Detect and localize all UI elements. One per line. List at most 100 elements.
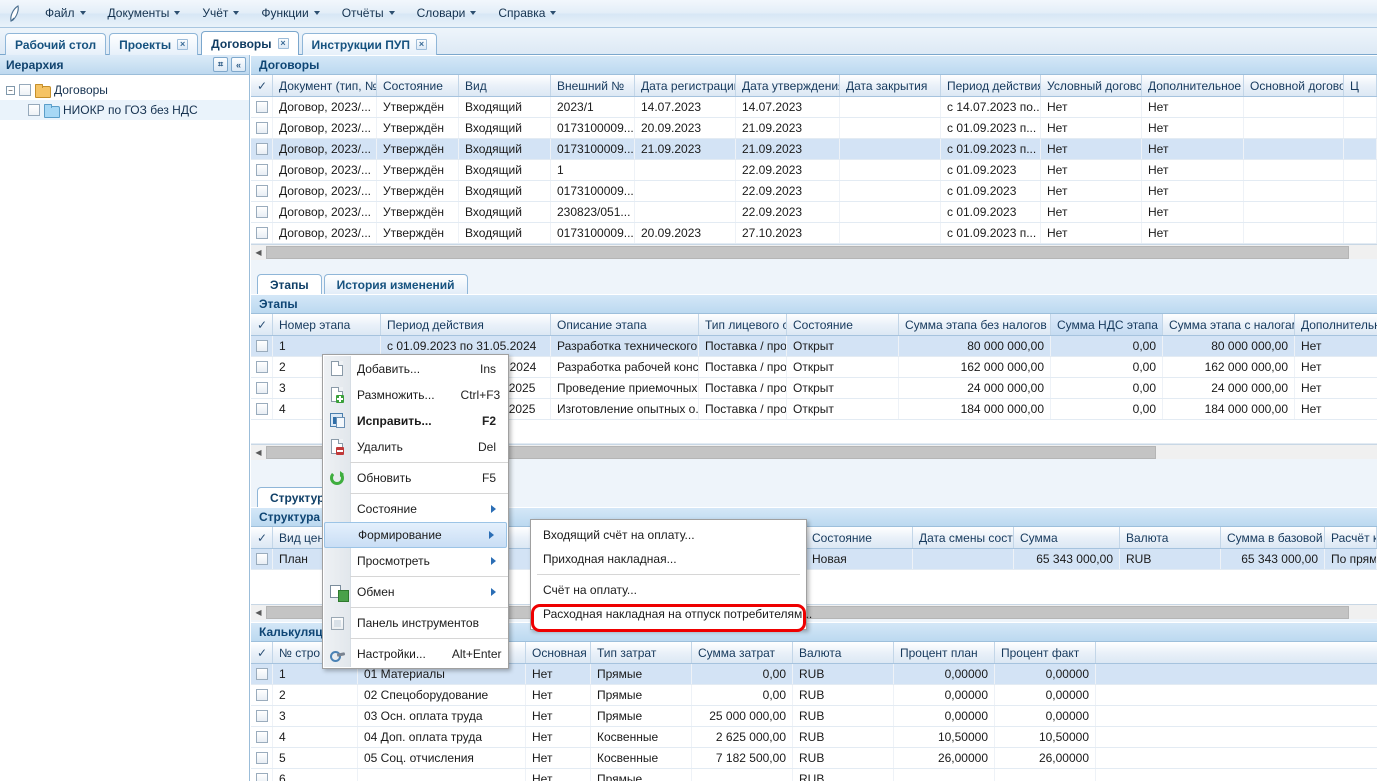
row-checkbox-cell[interactable]: [251, 97, 273, 117]
column-header-дата-закрытия[interactable]: Дата закрытия: [840, 75, 941, 96]
column-header-select-all[interactable]: ✓: [251, 314, 273, 335]
menu-item-учёт[interactable]: Учёт: [192, 2, 249, 25]
context-menu-item-добавить[interactable]: Добавить... Ins: [323, 356, 508, 382]
table-row[interactable]: Договор, 2023/... Утверждён Входящий 017310…: [251, 118, 1377, 139]
submenu-item-расходная-накладная-на-отпуск-потребителям[interactable]: Расходная накладная на отпуск потребител…: [543, 607, 813, 621]
column-header-дата-смены-состоя[interactable]: Дата смены состоя: [913, 527, 1014, 548]
row-checkbox-cell[interactable]: [251, 769, 273, 781]
row-checkbox[interactable]: [255, 752, 268, 764]
column-header-состояние[interactable]: Состояние: [806, 527, 913, 548]
tree-item-договоры[interactable]: − Договоры: [0, 80, 249, 100]
table-row[interactable]: Договор, 2023/... Утверждён Входящий 1 22.09…: [251, 160, 1377, 181]
row-checkbox[interactable]: [255, 101, 268, 113]
column-header-дата-утверждения[interactable]: Дата утверждения: [736, 75, 840, 96]
stages-hscrollbar[interactable]: ◀: [251, 444, 1377, 460]
tab-рабочий-стол[interactable]: Рабочий стол: [5, 33, 107, 55]
close-icon[interactable]: ×: [177, 39, 189, 50]
column-header-описание-этапа[interactable]: Описание этапа: [551, 314, 699, 335]
row-checkbox[interactable]: [255, 710, 268, 722]
column-header-тип-лицевого-счёт[interactable]: Тип лицевого счёт: [699, 314, 787, 335]
row-checkbox[interactable]: [255, 668, 268, 680]
table-row[interactable]: 3 03 Осн. оплата труда Нет Прямые 25 000 000…: [251, 706, 1377, 727]
tree-checkbox[interactable]: [19, 84, 31, 96]
column-header-валюта[interactable]: Валюта: [1120, 527, 1221, 548]
tab-инструкции-пуп[interactable]: Инструкции ПУП ×: [301, 33, 437, 55]
contracts-grid[interactable]: ✓ Документ (тип, № Состояние Вид Внешний № Да…: [251, 75, 1377, 244]
subtab-этапы[interactable]: Этапы: [257, 274, 322, 294]
column-header-вид[interactable]: Вид: [459, 75, 551, 96]
scroll-left-icon[interactable]: ◀: [251, 444, 266, 460]
row-checkbox[interactable]: [255, 340, 268, 352]
row-checkbox-cell[interactable]: [251, 748, 273, 768]
tree-checkbox[interactable]: [28, 104, 40, 116]
menu-item-файл[interactable]: Файл: [35, 2, 96, 25]
table-row[interactable]: 2 02 Спецоборудование Нет Прямые 0,00 RUB 0,00…: [251, 685, 1377, 706]
row-checkbox[interactable]: [255, 731, 268, 743]
row-checkbox[interactable]: [255, 382, 268, 394]
column-header-дополнительное-с[interactable]: Дополнительное с: [1142, 75, 1244, 96]
row-checkbox-cell[interactable]: [251, 664, 273, 684]
column-header-расчёт-ко[interactable]: Расчёт ко: [1325, 527, 1377, 548]
find-icon[interactable]: ⌗: [213, 57, 228, 72]
subtab-история-изменений[interactable]: История изменений: [323, 274, 468, 294]
column-header-процент-факт[interactable]: Процент факт: [995, 642, 1096, 663]
column-header-тип-затрат[interactable]: Тип затрат: [591, 642, 692, 663]
row-checkbox[interactable]: [255, 553, 268, 565]
row-checkbox-cell[interactable]: [251, 357, 273, 377]
column-header-основной-договор[interactable]: Основной договор: [1244, 75, 1344, 96]
menu-item-словари[interactable]: Словари: [407, 2, 487, 25]
stages-context-menu[interactable]: Добавить... Ins Размножить... Ctrl+F3 Исправ…: [322, 354, 509, 669]
tab-проекты[interactable]: Проекты ×: [109, 33, 199, 55]
column-header-основная[interactable]: Основная: [526, 642, 591, 663]
table-row[interactable]: Договор, 2023/... Утверждён Входящий 017310…: [251, 181, 1377, 202]
column-header-дополнительное-с[interactable]: Дополнительное с: [1295, 314, 1377, 335]
table-row[interactable]: 6 Нет Прямые RUB: [251, 769, 1377, 781]
row-checkbox[interactable]: [255, 122, 268, 134]
table-row[interactable]: 1 01 Материалы Нет Прямые 0,00 RUB 0,00000 0,00…: [251, 664, 1377, 685]
column-header-период-действия[interactable]: Период действия: [381, 314, 551, 335]
row-checkbox[interactable]: [255, 185, 268, 197]
column-header-валюта[interactable]: Валюта: [793, 642, 894, 663]
row-checkbox[interactable]: [255, 689, 268, 701]
row-checkbox[interactable]: [255, 773, 268, 781]
tab-договоры[interactable]: Договоры ×: [201, 31, 299, 55]
close-icon[interactable]: ×: [415, 39, 427, 50]
row-checkbox[interactable]: [255, 206, 268, 218]
column-header-сумма[interactable]: Сумма: [1014, 527, 1120, 548]
menu-item-справка[interactable]: Справка: [488, 2, 566, 25]
scroll-left-icon[interactable]: ◀: [251, 604, 266, 620]
row-checkbox-cell[interactable]: [251, 378, 273, 398]
row-checkbox-cell[interactable]: [251, 336, 273, 356]
tree-item-ниокр-по-гоз-без-ндс[interactable]: НИОКР по ГОЗ без НДС: [0, 100, 249, 120]
row-checkbox-cell[interactable]: [251, 706, 273, 726]
column-header-документ-тип[interactable]: Документ (тип, №: [273, 75, 377, 96]
table-row[interactable]: 5 05 Соц. отчисления Нет Косвенные 7 182 500…: [251, 748, 1377, 769]
row-checkbox-cell[interactable]: [251, 223, 273, 243]
column-header-сумма-в-базовой-в[interactable]: Сумма в базовой в: [1221, 527, 1325, 548]
menu-item-отчёты[interactable]: Отчёты: [332, 2, 405, 25]
context-menu-item-состояние[interactable]: Состояние: [323, 496, 508, 522]
menu-item-функции[interactable]: Функции: [251, 2, 329, 25]
formirovanie-submenu[interactable]: Входящий счёт на оплату... Приходная накл…: [530, 519, 813, 630]
scroll-left-icon[interactable]: ◀: [251, 244, 266, 260]
row-checkbox-cell[interactable]: [251, 139, 273, 159]
context-menu-item-панель-инструментов[interactable]: Панель инструментов: [323, 610, 508, 636]
collapse-panel-icon[interactable]: «: [231, 57, 246, 72]
scrollbar-thumb[interactable]: [266, 245, 1349, 259]
submenu-item-входящий-счёт-на-оплату[interactable]: Входящий счёт на оплату...: [543, 528, 695, 542]
row-checkbox-cell[interactable]: [251, 118, 273, 138]
column-header-ц[interactable]: Ц: [1344, 75, 1377, 96]
table-row[interactable]: Договор, 2023/... Утверждён Входящий 017310…: [251, 139, 1377, 160]
row-checkbox[interactable]: [255, 403, 268, 415]
context-menu-item-исправить[interactable]: Исправить... F2: [323, 408, 508, 434]
row-checkbox-cell[interactable]: [251, 727, 273, 747]
row-checkbox-cell[interactable]: [251, 399, 273, 419]
column-header-сумма-этапа-без-налогов[interactable]: Сумма этапа без налогов: [899, 314, 1051, 335]
row-checkbox-cell[interactable]: [251, 160, 273, 180]
context-menu-item-обновить[interactable]: Обновить F5: [323, 465, 508, 491]
table-row[interactable]: Договор, 2023/... Утверждён Входящий 017310…: [251, 223, 1377, 244]
column-header-select-all[interactable]: ✓: [251, 642, 273, 663]
menu-item-документы[interactable]: Документы: [98, 2, 191, 25]
context-menu-item-настройки[interactable]: Настройки... Alt+Enter: [323, 641, 508, 667]
